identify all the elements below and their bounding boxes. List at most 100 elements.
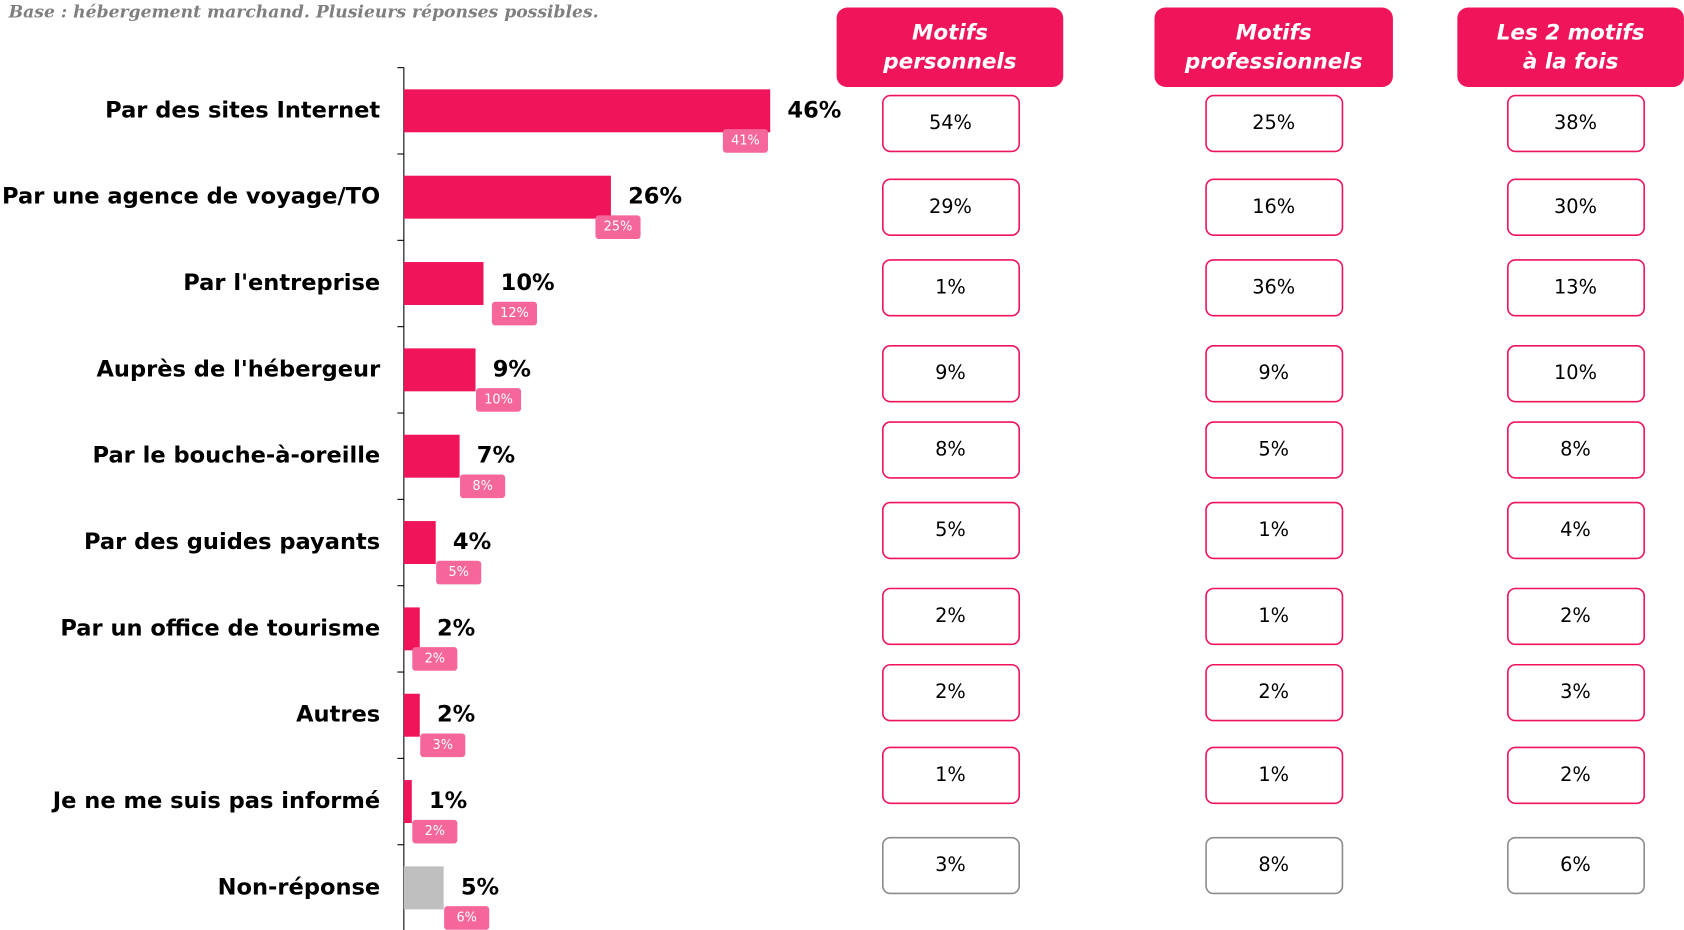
table-cell: 16%	[1252, 195, 1295, 218]
comparison-badge	[412, 647, 458, 671]
bar	[403, 348, 476, 392]
table-cell: 10%	[1554, 361, 1597, 384]
table-cell-box	[882, 836, 1020, 895]
column-header: Les 2 motifs	[1497, 20, 1645, 45]
value-label: 9%	[493, 356, 531, 382]
category-label: Par une agence de voyage/TO	[2, 184, 380, 210]
table-cell: 2%	[935, 680, 966, 703]
category-label: Par un office de tourisme	[60, 615, 380, 641]
table-cell-box	[1507, 421, 1646, 479]
table-cell-box	[882, 178, 1020, 236]
bar	[403, 780, 412, 824]
table-cell: 9%	[1258, 361, 1289, 384]
comparison-badge	[722, 129, 768, 153]
table-cell: 5%	[1258, 437, 1289, 460]
comparison-label: 25%	[604, 220, 633, 235]
category-label: Je ne me suis pas informé	[51, 788, 380, 814]
table-cell: 38%	[1554, 111, 1597, 134]
comparison-label: 2%	[425, 824, 445, 839]
column-header: personnels	[882, 49, 1017, 74]
table-cell-box	[1507, 501, 1646, 560]
table-cell-box	[1507, 259, 1646, 317]
table-cell-box	[1507, 587, 1646, 646]
table-cell: 54%	[929, 111, 972, 134]
table-cell-box	[1507, 836, 1646, 895]
table-cell: 8%	[935, 437, 966, 460]
bar	[403, 262, 484, 305]
category-label: Auprès de l'hébergeur	[96, 356, 381, 382]
comparison-label: 3%	[433, 738, 453, 753]
table-cell-box	[1507, 746, 1646, 805]
table-cell-box	[882, 94, 1020, 153]
value-label: 2%	[437, 702, 475, 728]
table-cell-box	[1507, 663, 1646, 722]
table-cell: 8%	[1560, 437, 1591, 460]
table-cell: 13%	[1554, 275, 1597, 298]
table-cell-box	[882, 663, 1020, 722]
comparison-badge	[420, 733, 466, 758]
table-cell: 4%	[1560, 518, 1591, 541]
comparison-badge	[491, 301, 538, 326]
column-header-box	[836, 7, 1064, 87]
table-cell: 1%	[1258, 604, 1289, 627]
value-label: 5%	[461, 874, 499, 900]
table-cell-box	[882, 501, 1020, 560]
table-cell-box	[1205, 421, 1344, 479]
comparison-badge	[475, 388, 522, 412]
table-cell-box	[1205, 587, 1344, 646]
bar	[403, 607, 420, 651]
bar	[403, 693, 420, 737]
table-cell-box	[1205, 501, 1344, 560]
table-cell: 1%	[935, 275, 966, 298]
column-header: Motifs	[1236, 20, 1312, 45]
column-header-box	[1154, 7, 1393, 87]
category-label: Par le bouche-à-oreille	[93, 443, 381, 469]
table-cell: 2%	[1258, 680, 1289, 703]
table-cell: 2%	[1560, 763, 1591, 786]
value-label: 46%	[787, 97, 841, 123]
table-cell: 30%	[1554, 195, 1597, 218]
value-label: 26%	[628, 184, 682, 210]
comparison-badge	[412, 819, 458, 844]
value-label: 2%	[437, 615, 475, 641]
table-cell: 2%	[1560, 604, 1591, 627]
comparison-label: 8%	[472, 479, 492, 494]
table-cell: 3%	[935, 853, 966, 876]
table-cell-box	[882, 344, 1020, 403]
value-label: 1%	[429, 788, 467, 814]
table-cell: 6%	[1560, 853, 1591, 876]
table-cell: 3%	[1560, 680, 1591, 703]
bar	[403, 434, 460, 478]
table-cell: 25%	[1252, 111, 1295, 134]
comparison-label: 10%	[484, 392, 513, 407]
category-label: Par l'entreprise	[183, 270, 380, 296]
comparison-label: 2%	[425, 651, 445, 666]
comparison-label: 12%	[500, 306, 529, 321]
category-label: Autres	[296, 702, 380, 728]
comparison-badge	[460, 474, 506, 499]
table-cell-box	[1205, 259, 1344, 317]
column-header: professionnels	[1184, 49, 1363, 74]
category-label: Non-réponse	[218, 874, 381, 900]
comparison-badge	[595, 215, 641, 240]
table-cell: 1%	[1258, 763, 1289, 786]
table-cell-box	[1507, 178, 1646, 236]
bar	[403, 175, 611, 219]
column-header: à la fois	[1523, 49, 1619, 74]
table-cell: 8%	[1258, 853, 1289, 876]
table-cell-box	[1507, 344, 1646, 403]
table-cell-box	[1205, 344, 1344, 403]
comparison-label: 6%	[456, 910, 476, 925]
table-cell: 2%	[935, 604, 966, 627]
table-cell: 29%	[929, 195, 972, 218]
category-label: Par des guides payants	[84, 529, 380, 555]
comparison-label: 5%	[448, 565, 468, 580]
bar	[403, 866, 444, 910]
table-cell-box	[1205, 836, 1344, 895]
column-header: Motifs	[912, 20, 988, 45]
comparison-label: 41%	[731, 133, 760, 148]
bar	[403, 89, 771, 133]
table-cell: 1%	[1258, 518, 1289, 541]
value-label: 4%	[453, 529, 491, 555]
